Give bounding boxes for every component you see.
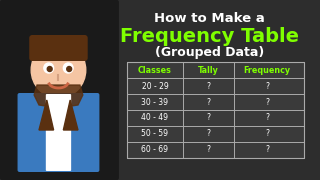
Polygon shape bbox=[39, 100, 54, 130]
Text: Frequency Table: Frequency Table bbox=[120, 26, 299, 46]
Circle shape bbox=[31, 42, 86, 98]
FancyBboxPatch shape bbox=[46, 94, 71, 171]
Text: Frequency: Frequency bbox=[244, 66, 291, 75]
Text: (Grouped Data): (Grouped Data) bbox=[155, 46, 264, 58]
Text: ?: ? bbox=[265, 129, 269, 138]
Text: 60 - 69: 60 - 69 bbox=[141, 145, 168, 154]
FancyBboxPatch shape bbox=[127, 62, 304, 158]
Text: 30 - 39: 30 - 39 bbox=[141, 98, 168, 107]
Polygon shape bbox=[34, 85, 83, 108]
Text: ?: ? bbox=[207, 98, 211, 107]
FancyBboxPatch shape bbox=[18, 93, 100, 172]
FancyBboxPatch shape bbox=[29, 35, 88, 61]
Circle shape bbox=[67, 66, 72, 71]
Text: How to Make a: How to Make a bbox=[154, 12, 265, 24]
Text: Tally: Tally bbox=[198, 66, 219, 75]
Circle shape bbox=[44, 63, 54, 73]
Text: ?: ? bbox=[265, 82, 269, 91]
Circle shape bbox=[63, 63, 73, 73]
Text: ?: ? bbox=[207, 114, 211, 123]
Polygon shape bbox=[63, 100, 78, 130]
Text: ?: ? bbox=[265, 98, 269, 107]
Text: ?: ? bbox=[207, 82, 211, 91]
FancyBboxPatch shape bbox=[0, 0, 119, 180]
Circle shape bbox=[47, 66, 52, 71]
Text: ?: ? bbox=[265, 114, 269, 123]
Text: 40 - 49: 40 - 49 bbox=[141, 114, 168, 123]
Text: Classes: Classes bbox=[138, 66, 172, 75]
Text: ?: ? bbox=[207, 129, 211, 138]
Text: ?: ? bbox=[207, 145, 211, 154]
Text: ?: ? bbox=[265, 145, 269, 154]
Text: 50 - 59: 50 - 59 bbox=[141, 129, 168, 138]
Text: 20 - 29: 20 - 29 bbox=[141, 82, 168, 91]
